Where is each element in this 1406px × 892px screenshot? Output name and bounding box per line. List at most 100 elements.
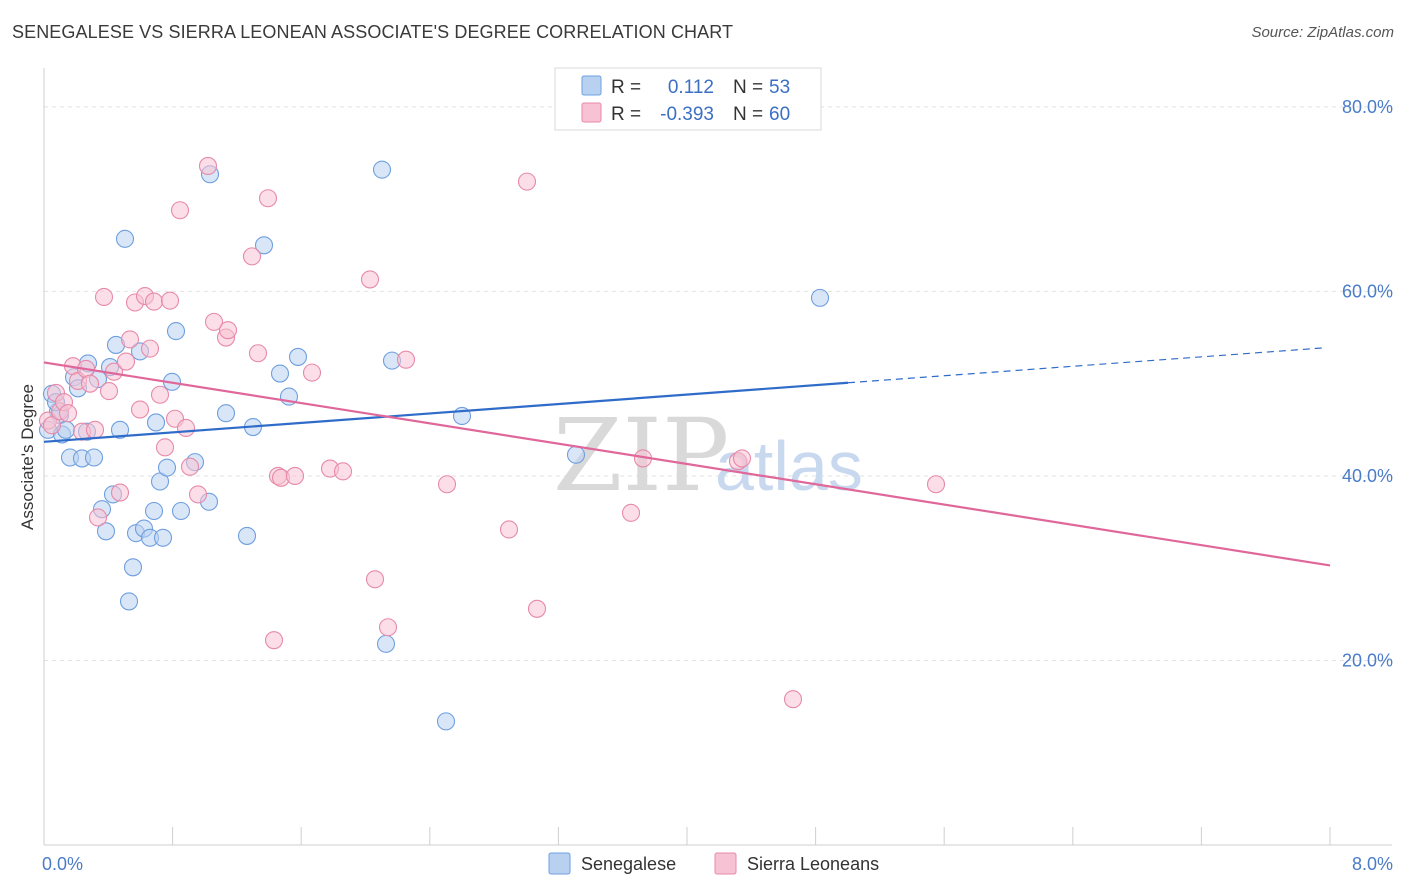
point-senegalese [146,413,166,432]
y-tick-label: 40.0% [1342,466,1393,486]
point-sierra-leoneans [170,201,190,220]
y-axis-label: Associate's Degree [18,384,37,530]
legend-r-label-sierra-leoneans: R = [611,104,641,125]
point-sierra-leoneans [176,418,196,438]
point-sierra-leoneans [732,449,752,468]
point-sierra-leoneans [396,350,416,369]
point-senegalese [372,160,392,179]
point-senegalese [237,526,257,545]
point-sierra-leoneans [198,156,218,176]
x-tick-labels: 0.0% 8.0% [42,854,1393,874]
axes [43,68,1392,846]
trend-line-senegalese [43,381,849,443]
point-senegalese [270,364,290,383]
point-sierra-leoneans [499,520,519,539]
point-sierra-leoneans [99,382,119,401]
point-sierra-leoneans [302,363,322,382]
chart-source: Source: ZipAtlas.com [1251,24,1394,41]
point-senegalese [157,458,177,477]
x-tick-label: 0.0% [42,854,83,874]
legend-r-value-senegalese: 0.112 [668,77,714,98]
point-sierra-leoneans [85,420,105,439]
point-sierra-leoneans [42,416,62,435]
point-senegalese [110,420,130,439]
point-senegalese [144,501,164,521]
point-senegalese [115,229,135,248]
point-sierra-leoneans [333,462,353,481]
chart-title: SENEGALESE VS SIERRA LEONEAN ASSOCIATE'S… [12,22,734,42]
y-tick-label: 60.0% [1342,281,1393,301]
legend-n-label-senegalese: N = [733,77,763,98]
point-sierra-leoneans [218,321,238,340]
point-sierra-leoneans [155,438,175,457]
point-senegalese [171,501,191,521]
point-senegalese [166,322,186,341]
grid-lines [44,106,1392,661]
bottom-legend-label-senegalese: Senegalese [581,854,676,874]
point-sierra-leoneans [527,599,547,618]
point-sierra-leoneans [783,690,803,709]
point-senegalese [84,448,104,467]
legend-n-label-sierra-leoneans: N = [733,104,763,125]
point-sierra-leoneans [180,457,200,476]
point-sierra-leoneans [188,485,208,504]
point-sierra-leoneans [378,618,398,637]
trend-lines [43,347,1331,567]
point-sierra-leoneans [264,631,284,650]
y-tick-label: 20.0% [1342,650,1393,670]
legend-n-value-senegalese: 53 [769,77,790,98]
y-tick-labels: 20.0% 40.0% 60.0% 80.0% [1342,97,1393,671]
legend-swatch-sierra-leoneans [581,102,602,123]
point-senegalese [216,404,236,423]
point-sierra-leoneans [150,385,170,404]
bottom-legend-swatch-senegalese [548,852,571,875]
point-sierra-leoneans [110,483,130,502]
y-tick-label: 80.0% [1342,97,1393,117]
point-sierra-leoneans [258,189,278,208]
point-senegalese [119,592,139,611]
point-senegalese [123,558,143,577]
legend-r-label-senegalese: R = [611,77,641,98]
bottom-legend: Senegalese Sierra Leoneans [548,852,879,875]
legend-n-value-sierra-leoneans: 60 [769,104,790,125]
point-sierra-leoneans [360,270,380,289]
point-sierra-leoneans [58,404,78,423]
point-senegalese [96,522,116,541]
trend-line-sierra-leoneans [43,361,1331,567]
bottom-legend-swatch-sierra-leoneans [714,852,737,875]
legend-r-value-sierra-leoneans: -0.393 [660,104,714,125]
point-sierra-leoneans [248,344,268,363]
point-sierra-leoneans [140,339,160,358]
trend-line-senegalese-extension [847,347,1327,384]
point-sierra-leoneans [160,291,180,310]
point-sierra-leoneans [621,503,641,522]
point-sierra-leoneans [120,330,140,349]
legend-swatch-senegalese [581,75,602,96]
point-senegalese [376,634,396,653]
point-senegalese [153,528,173,547]
top-legend: R = 0.112 N = 53 R = -0.393 N = 60 [554,67,822,131]
point-senegalese [436,712,456,731]
point-sierra-leoneans [130,400,150,419]
point-sierra-leoneans [365,570,385,589]
point-sierra-leoneans [926,475,946,494]
point-sierra-leoneans [517,172,537,191]
point-sierra-leoneans [204,312,224,331]
point-senegalese [288,347,308,366]
watermark: ZIP atlas [553,397,863,514]
point-sierra-leoneans [80,374,100,393]
point-senegalese [254,236,274,255]
point-senegalese [566,445,586,464]
point-sierra-leoneans [116,352,136,371]
point-sierra-leoneans [94,287,114,307]
point-senegalese [810,288,830,307]
point-sierra-leoneans [437,475,457,494]
point-sierra-leoneans [285,466,305,486]
point-sierra-leoneans [242,247,262,266]
x-tick-label: 8.0% [1352,854,1393,874]
bottom-legend-label-sierra-leoneans: Sierra Leoneans [747,854,879,874]
point-sierra-leoneans [88,508,108,527]
point-sierra-leoneans [144,292,164,311]
data-points [38,156,946,731]
